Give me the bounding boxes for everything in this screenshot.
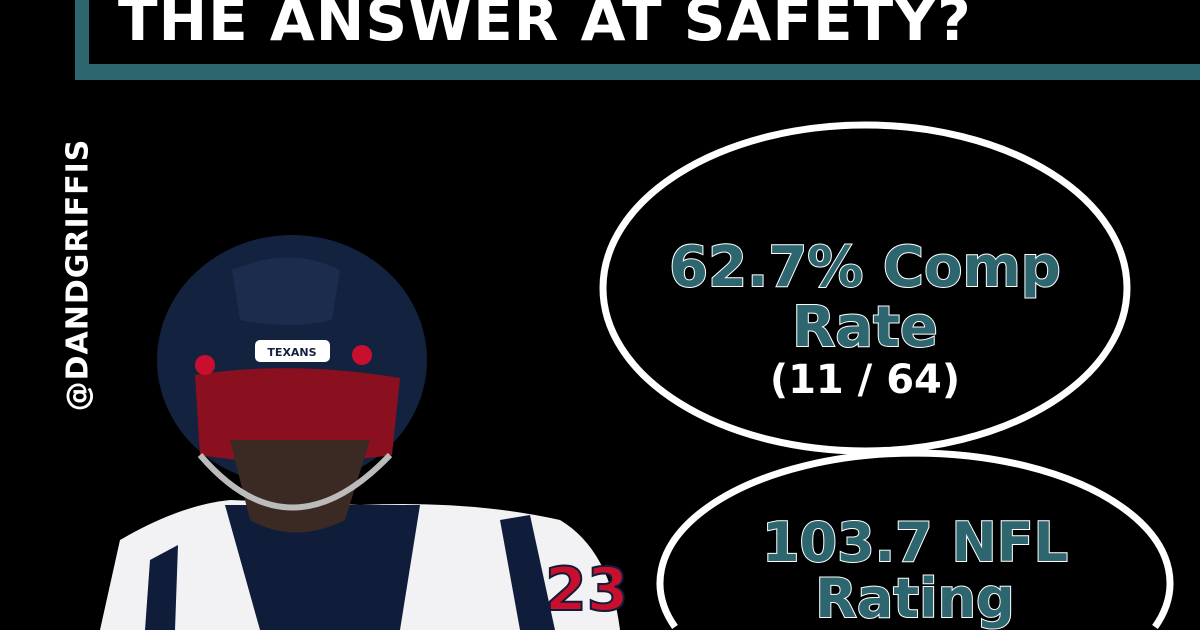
stat-completion-label: Rate (791, 295, 939, 360)
stat-rating: 103.7 NFL Rating (761, 511, 1069, 630)
title-frame (75, 0, 1200, 80)
author-handle: @DANDGRIFFIS (60, 138, 96, 412)
stat-rating-label: Rating (814, 567, 1015, 630)
stat-rating-value: 103.7 NFL (761, 511, 1069, 574)
stat-completion: 62.7% Comp Rate (11 / 64) (668, 235, 1062, 403)
headline: THE ANSWER AT SAFETY? (118, 0, 972, 54)
stat-circle-1 (599, 121, 1131, 455)
player-photo: 23 TEXANS (100, 235, 630, 630)
helmet-text: TEXANS (267, 346, 316, 359)
stat-completion-value: 62.7% Comp (668, 235, 1062, 300)
jersey-number: 23 (545, 555, 629, 625)
stat-circle-2 (656, 449, 1174, 630)
stat-completion-detail: (11 / 64) (769, 357, 961, 403)
